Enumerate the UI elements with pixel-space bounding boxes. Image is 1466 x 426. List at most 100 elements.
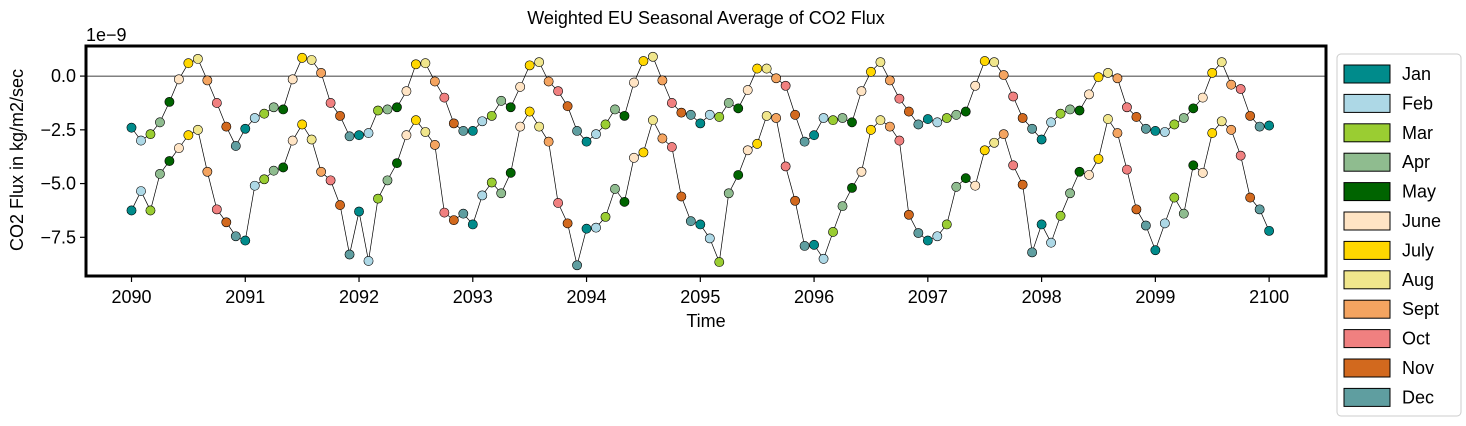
- data-point-s1-108: [1150, 126, 1161, 136]
- data-point-s1-19: [306, 55, 317, 65]
- y-axis-label: CO2 Flux in kg/m2/sec: [7, 69, 27, 251]
- data-point-s1-83: [913, 119, 924, 130]
- data-point-s1-26: [373, 105, 383, 116]
- data-point-s2-106: [1131, 204, 1142, 215]
- data-point-s2-90: [979, 145, 990, 156]
- data-point-s2-92: [998, 129, 1009, 140]
- data-point-s2-19: [306, 134, 317, 145]
- data-point-s1-61: [704, 109, 715, 120]
- data-point-s1-109: [1159, 127, 1170, 137]
- legend-swatch-nov: [1343, 358, 1391, 378]
- data-point-s1-65: [742, 85, 753, 95]
- data-point-s1-90: [979, 56, 990, 66]
- data-point-s2-4: [164, 156, 175, 166]
- data-point-s2-118: [1245, 192, 1256, 203]
- data-point-s2-48: [581, 223, 592, 234]
- data-point-s1-75: [837, 113, 848, 123]
- data-point-s1-52: [619, 110, 630, 121]
- legend-swatch-feb: [1343, 93, 1391, 113]
- data-point-s2-84: [922, 235, 933, 246]
- data-point-s1-81: [894, 93, 905, 104]
- data-point-s1-115: [1216, 57, 1227, 68]
- data-point-s1-68: [771, 73, 782, 84]
- data-point-s2-65: [742, 145, 753, 156]
- data-point-s1-67: [761, 63, 772, 74]
- legend-label-sept: Sept: [1402, 299, 1439, 319]
- y-tick-label-1: −2.5: [40, 120, 76, 140]
- data-point-s1-55: [648, 51, 658, 62]
- data-point-s2-0: [126, 205, 137, 216]
- data-point-s2-69: [780, 161, 791, 172]
- data-point-s1-106: [1131, 112, 1142, 122]
- data-point-s2-15: [268, 165, 279, 176]
- data-point-s2-35: [458, 208, 469, 219]
- data-point-s1-118: [1245, 110, 1256, 121]
- data-point-s1-16: [278, 104, 289, 115]
- data-point-s2-61: [704, 233, 715, 244]
- data-point-s2-2: [145, 205, 156, 216]
- data-point-s2-95: [1027, 247, 1038, 258]
- data-point-s2-88: [960, 173, 971, 184]
- data-point-s1-33: [439, 92, 450, 103]
- y-tick-label-0: 0.0: [51, 66, 76, 86]
- plot-frame: [84, 44, 1328, 278]
- data-point-s2-53: [629, 152, 639, 163]
- data-point-s2-51: [610, 184, 620, 194]
- x-tick-label-3: 2093: [453, 287, 493, 307]
- data-point-s2-10: [221, 217, 232, 228]
- legend-swatch-oct: [1343, 329, 1391, 349]
- data-point-s2-33: [439, 207, 450, 218]
- legend: Jan Feb Mar Apr May June July Aug Sept Oct Nov Dec: [1336, 53, 1462, 417]
- legend-label-june: June: [1402, 211, 1441, 231]
- data-point-s2-16: [278, 162, 289, 173]
- data-point-s2-96: [1036, 219, 1047, 230]
- data-point-s2-66: [752, 138, 763, 149]
- legend-swatch-aug: [1343, 270, 1391, 290]
- data-point-s2-1: [136, 186, 146, 196]
- legend-label-aug: Aug: [1402, 270, 1434, 290]
- data-point-s2-24: [354, 206, 364, 217]
- legend-label-july: July: [1402, 240, 1434, 260]
- data-point-s2-23: [344, 249, 355, 260]
- data-point-s1-89: [970, 80, 981, 91]
- data-point-s1-117: [1235, 84, 1246, 94]
- x-tick-label-0: 2090: [111, 287, 151, 307]
- data-point-s1-92: [998, 70, 1009, 80]
- data-point-s2-14: [259, 174, 270, 185]
- data-point-s1-54: [638, 56, 649, 66]
- x-tick-label-7: 2097: [908, 287, 948, 307]
- data-point-s2-40: [505, 167, 516, 178]
- data-point-s2-107: [1140, 220, 1151, 231]
- data-point-s1-50: [600, 119, 611, 130]
- data-point-s1-103: [1103, 67, 1113, 78]
- data-point-s1-11: [230, 141, 241, 151]
- data-point-s2-112: [1188, 160, 1199, 171]
- data-point-s2-115: [1216, 116, 1227, 127]
- data-point-s2-7: [192, 124, 203, 135]
- data-point-s2-30: [411, 115, 421, 126]
- data-point-s2-98: [1055, 210, 1066, 221]
- data-point-s1-73: [818, 113, 829, 123]
- data-point-s2-37: [477, 190, 488, 201]
- data-point-s2-34: [448, 215, 459, 226]
- data-point-s2-11: [230, 231, 241, 242]
- data-point-s2-39: [496, 188, 507, 199]
- data-point-s1-77: [856, 86, 867, 97]
- y-tick-label-2: −5.0: [40, 174, 76, 194]
- data-point-s1-74: [828, 115, 838, 126]
- data-point-s2-111: [1178, 208, 1189, 219]
- data-point-s2-73: [818, 253, 829, 264]
- data-point-s1-95: [1027, 123, 1038, 134]
- data-point-s2-74: [828, 227, 838, 237]
- data-point-s2-52: [619, 196, 630, 207]
- data-point-s1-0: [126, 122, 137, 133]
- data-point-s2-97: [1046, 237, 1056, 248]
- data-point-s1-44: [543, 76, 554, 87]
- data-point-s2-120: [1264, 225, 1275, 236]
- legend-label-nov: Nov: [1402, 358, 1434, 378]
- data-point-s1-104: [1112, 73, 1123, 84]
- data-point-s2-71: [799, 241, 810, 251]
- data-point-s2-79: [875, 115, 886, 126]
- data-point-s1-58: [676, 107, 687, 118]
- data-point-s1-84: [922, 114, 933, 124]
